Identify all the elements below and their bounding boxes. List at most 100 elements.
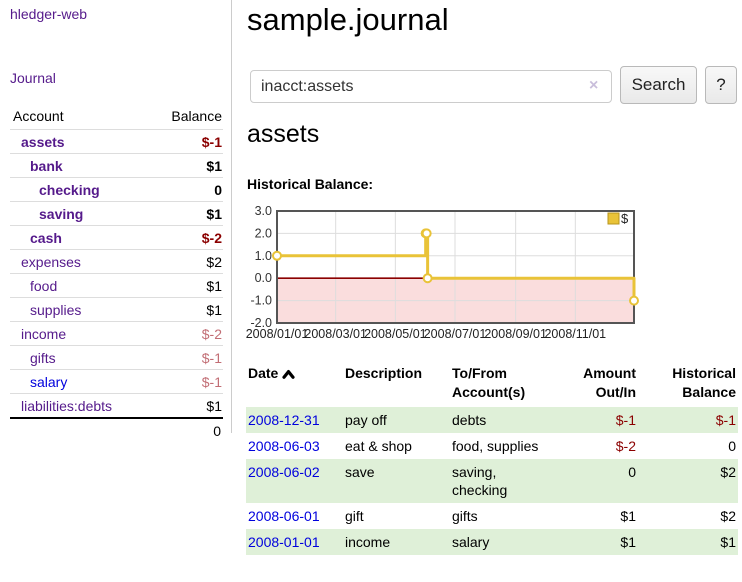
account-balance: $-2	[201, 229, 222, 246]
transaction-description: gift	[345, 508, 364, 524]
transaction-row: 2008-12-31 pay off debts $-1 $-1	[246, 407, 738, 433]
sidebar-account-link[interactable]: cash	[30, 229, 62, 246]
account-column-header: Account	[13, 108, 64, 124]
page-title: sample.journal	[247, 2, 449, 37]
account-row: assets $-1	[10, 129, 223, 153]
transaction-date-link[interactable]: 2008-06-01	[248, 508, 320, 524]
account-balance: $-1	[201, 349, 222, 366]
sidebar: hledger-web Journal Account Balance asse…	[0, 0, 232, 439]
transaction-row: 2008-06-02 save saving, checking 0 $2	[246, 459, 738, 503]
column-header-amount: Amount Out/In	[583, 365, 636, 400]
transaction-description: pay off	[345, 412, 387, 428]
sidebar-account-link[interactable]: expenses	[21, 253, 81, 270]
account-row: expenses $2	[10, 249, 223, 273]
transaction-row: 2008-06-01 gift gifts $1 $2	[246, 503, 738, 529]
transaction-balance: $2	[720, 508, 736, 524]
column-header-balance: Historical Balance	[672, 365, 736, 400]
svg-text:2008/05/01: 2008/05/01	[364, 327, 427, 341]
account-row: cash $-2	[10, 225, 223, 249]
sort-ascending-icon	[282, 365, 295, 384]
column-header-date[interactable]: Date	[246, 361, 343, 407]
historical-balance-chart: $3.0 2.0 1.0 0.0 -1.0 -2.0 2008/01/01 2008/03/0…	[240, 200, 742, 350]
search-input[interactable]	[250, 70, 612, 103]
column-header-accounts: To/From Account(s)	[452, 365, 526, 400]
transaction-description: save	[345, 464, 375, 480]
account-balance: $-2	[201, 325, 222, 342]
account-balance: $1	[206, 277, 222, 294]
account-row: saving $1	[10, 201, 223, 225]
total-balance: 0	[213, 423, 221, 439]
clear-search-icon[interactable]: ×	[589, 77, 599, 94]
transaction-accounts: salary	[452, 534, 490, 550]
chart-title: Historical Balance:	[247, 176, 374, 192]
transaction-balance: $2	[720, 464, 736, 480]
transaction-accounts: saving, checking	[452, 464, 508, 498]
transaction-balance: 0	[728, 438, 736, 454]
transaction-row: 2008-06-03 eat & shop food, supplies $-2 0	[246, 433, 738, 459]
transaction-date-link[interactable]: 2008-06-03	[248, 438, 320, 454]
app-brand-link[interactable]: hledger-web	[10, 6, 88, 22]
account-balance: $1	[206, 157, 222, 174]
sidebar-account-link[interactable]: food	[30, 277, 58, 294]
register-header-row: Date Description To/From Account(s) Amou…	[246, 361, 738, 407]
svg-text:2008/11/01: 2008/11/01	[544, 327, 606, 341]
account-row: gifts $-1	[10, 345, 223, 369]
svg-text:2.0: 2.0	[255, 226, 272, 240]
transaction-date-link[interactable]: 2008-01-01	[248, 534, 320, 550]
transaction-row: 2008-01-01 income salary $1 $1	[246, 529, 738, 555]
account-row: liabilities:debts $1	[10, 393, 223, 417]
account-row: checking 0	[10, 177, 223, 201]
sidebar-account-link[interactable]: income	[21, 325, 67, 342]
transaction-accounts: food, supplies	[452, 438, 539, 454]
account-balance: $1	[206, 397, 222, 414]
sidebar-account-link[interactable]: supplies	[30, 301, 82, 318]
account-row: food $1	[10, 273, 223, 297]
svg-text:2008/01/01: 2008/01/01	[246, 327, 309, 341]
sidebar-account-link[interactable]: saving	[39, 205, 84, 222]
chart-canvas: $3.0 2.0 1.0 0.0 -1.0 -2.02008/01/012008/03/0…	[246, 204, 639, 341]
balance-column-header: Balance	[171, 108, 222, 124]
help-button[interactable]: ?	[705, 66, 737, 104]
svg-text:0.0: 0.0	[255, 271, 272, 285]
account-row: salary $-1	[10, 369, 223, 393]
sidebar-account-link[interactable]: checking	[39, 181, 100, 198]
transaction-date-link[interactable]: 2008-06-02	[248, 464, 320, 480]
sidebar-account-link[interactable]: gifts	[30, 349, 56, 366]
account-balance: $1	[206, 205, 222, 222]
sidebar-item-journal[interactable]: Journal	[10, 70, 56, 86]
register-table: Date Description To/From Account(s) Amou…	[246, 361, 738, 555]
transaction-balance: $1	[720, 534, 736, 550]
account-total-row: 0	[10, 417, 223, 443]
svg-text:2008/03/01: 2008/03/01	[304, 327, 367, 341]
svg-text:2008/07/01: 2008/07/01	[424, 327, 487, 341]
account-balance: $-1	[201, 133, 222, 150]
account-balance: $1	[206, 301, 222, 318]
search-button[interactable]: Search	[620, 66, 697, 104]
transaction-balance: $-1	[715, 412, 736, 428]
transaction-description: eat & shop	[345, 438, 412, 454]
sidebar-account-link[interactable]: assets	[21, 133, 65, 150]
account-balance: $2	[206, 253, 222, 270]
account-balance: $-1	[201, 373, 222, 390]
transaction-accounts: debts	[452, 412, 487, 428]
account-table-header: Account Balance	[10, 104, 223, 129]
transaction-accounts: gifts	[452, 508, 478, 524]
sidebar-account-link[interactable]: liabilities:debts	[21, 397, 113, 414]
sidebar-account-link[interactable]: salary	[30, 373, 68, 390]
account-row: income $-2	[10, 321, 223, 345]
transaction-amount: $-1	[615, 412, 636, 428]
transaction-date-link[interactable]: 2008-12-31	[248, 412, 320, 428]
sidebar-account-link[interactable]: bank	[30, 157, 63, 174]
svg-text:-1.0: -1.0	[250, 294, 272, 308]
transaction-amount: $-2	[615, 438, 636, 454]
transaction-amount: $1	[620, 508, 636, 524]
transaction-amount: $1	[620, 534, 636, 550]
transaction-description: income	[345, 534, 391, 550]
account-tree: assets $-1 bank $1 checking 0 saving $1 cash $-2 e…	[10, 129, 223, 417]
account-row: bank $1	[10, 153, 223, 177]
account-balance: 0	[214, 181, 222, 198]
account-row: supplies $1	[10, 297, 223, 321]
svg-text:$: $	[621, 211, 629, 226]
svg-text:-2.0: -2.0	[250, 316, 272, 330]
transaction-amount: 0	[628, 464, 636, 480]
